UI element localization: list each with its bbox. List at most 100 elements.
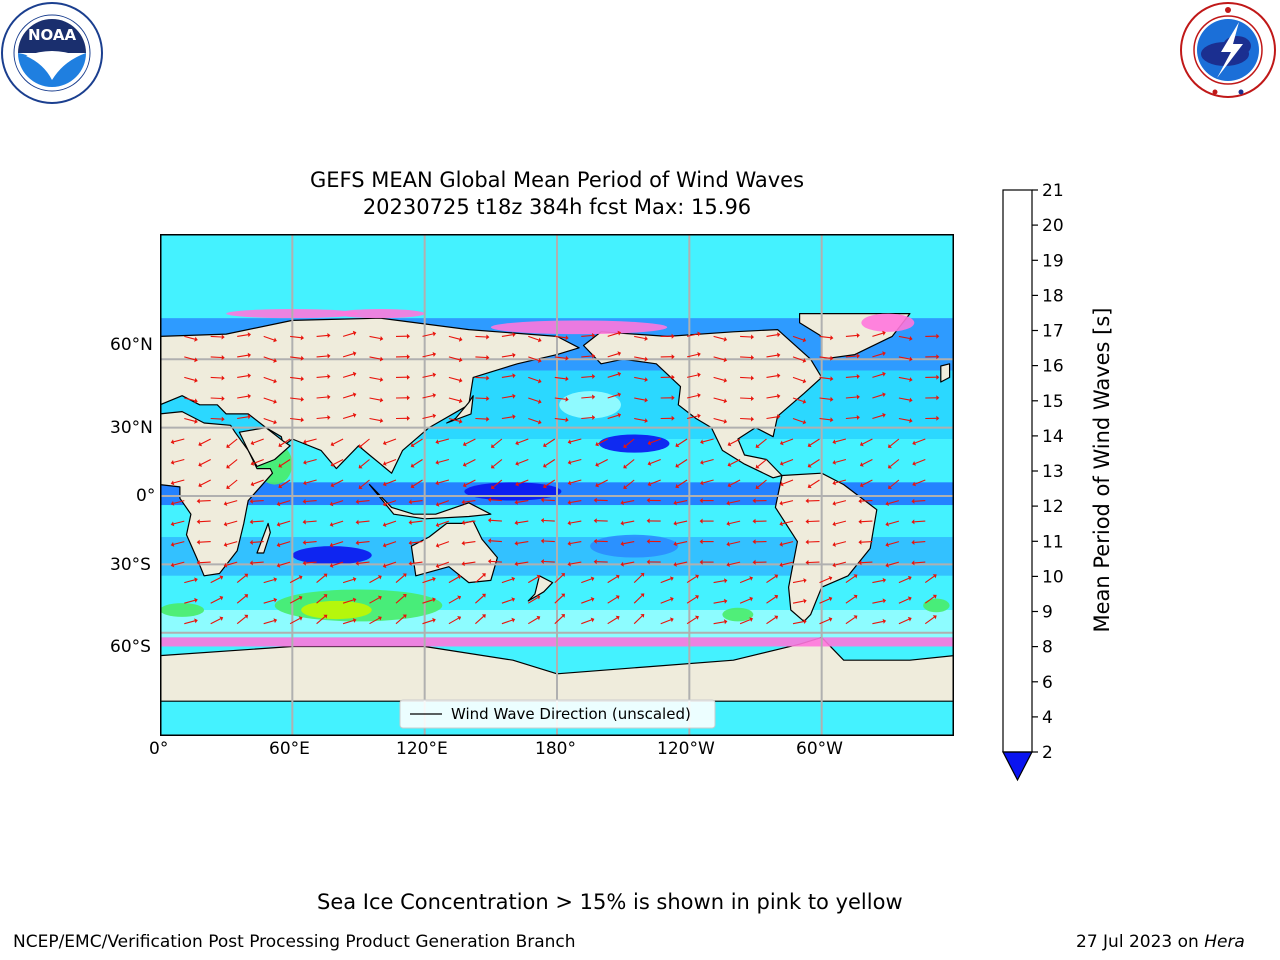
- wave-arrow: [872, 351, 886, 358]
- wave-arrow: [170, 438, 185, 445]
- wave-arrow: [872, 598, 887, 604]
- wave-arrow: [290, 355, 304, 361]
- wave-arrow: [223, 520, 238, 527]
- wave-arrow: [660, 617, 674, 625]
- wave-arrow: [487, 517, 502, 523]
- wave-arrow: [448, 417, 463, 424]
- wave-arrow: [660, 354, 675, 360]
- lon-label-0: 0°: [149, 739, 169, 759]
- wind-wave-arrows: [170, 330, 940, 625]
- wave-arrow: [766, 574, 779, 584]
- wave-arrow: [263, 417, 277, 425]
- wave-arrow: [408, 519, 423, 525]
- wave-arrow: [872, 392, 886, 399]
- wave-arrow: [686, 615, 699, 625]
- wave-arrow: [845, 615, 858, 625]
- wave-arrow: [475, 593, 486, 604]
- wave-arrow: [249, 560, 264, 566]
- wave-arrow: [355, 519, 370, 525]
- wave-arrow: [382, 500, 397, 507]
- lat-label-60n: 60°N: [110, 335, 153, 355]
- colorbar-tick-label: 13: [1042, 462, 1064, 482]
- wave-arrow: [170, 541, 185, 547]
- wave-arrow: [475, 355, 490, 360]
- wave-arrow: [713, 356, 728, 363]
- wave-arrow: [925, 395, 940, 401]
- wave-arrow: [263, 356, 277, 363]
- wave-arrow: [382, 458, 397, 466]
- wave-arrow: [316, 374, 331, 379]
- wave-arrow: [278, 438, 291, 448]
- wave-arrow: [210, 616, 224, 625]
- wave-arrow: [607, 371, 622, 378]
- wave-arrow: [819, 396, 834, 402]
- wave-arrow: [355, 540, 370, 546]
- wave-arrow: [329, 520, 344, 527]
- wave-arrow: [620, 500, 635, 506]
- wave-arrow: [766, 393, 781, 399]
- wave-arrow: [832, 458, 847, 465]
- wave-arrow: [727, 438, 741, 447]
- wave-arrow: [752, 559, 767, 565]
- wave-arrow: [302, 499, 317, 504]
- wave-arrow: [170, 561, 185, 568]
- wave-arrow: [491, 459, 503, 469]
- wave-arrow: [858, 560, 873, 566]
- wave-arrow: [226, 459, 238, 469]
- wave-arrow: [515, 458, 529, 466]
- wave-arrow: [713, 578, 728, 584]
- wave-arrow: [898, 335, 913, 341]
- wave-arrow: [316, 353, 331, 359]
- colorbar-tick-label: 9: [1042, 603, 1053, 623]
- wave-arrow: [184, 356, 198, 363]
- wave-arrow: [726, 500, 741, 506]
- wave-arrow: [487, 558, 502, 564]
- wave-arrow: [607, 330, 622, 337]
- wave-arrow: [699, 518, 714, 524]
- wave-arrow: [766, 615, 779, 625]
- wave-arrow: [395, 594, 407, 604]
- wave-arrow: [263, 577, 278, 584]
- lat-label-30n: 30°N: [110, 418, 153, 438]
- wave-arrow: [435, 479, 450, 486]
- wave-arrow: [832, 500, 847, 506]
- wave-arrow: [395, 415, 410, 421]
- wave-arrow: [448, 356, 463, 363]
- colorbar-frame: [1002, 189, 1033, 753]
- wave-arrow: [543, 479, 556, 489]
- wave-arrow: [462, 459, 476, 467]
- colorbar-tick-label: 15: [1042, 392, 1064, 412]
- wave-arrow: [699, 539, 714, 545]
- wave-arrow: [395, 614, 407, 625]
- wave-arrow: [713, 397, 728, 404]
- wave-arrow: [223, 561, 238, 568]
- wave-arrow: [422, 352, 437, 358]
- wave-arrow: [752, 539, 767, 545]
- wave-arrow: [528, 595, 541, 604]
- wave-arrow: [329, 561, 344, 568]
- wave-arrow: [249, 498, 264, 504]
- wave-arrow: [358, 479, 370, 489]
- wave-arrow: [491, 438, 503, 448]
- wave-arrow: [898, 596, 912, 604]
- wave-arrow: [528, 397, 542, 404]
- wave-arrow: [170, 479, 185, 486]
- wave-arrow: [752, 518, 767, 524]
- wave-arrow: [647, 438, 661, 446]
- wave-arrow: [290, 396, 304, 402]
- wave-arrow: [819, 376, 834, 382]
- wave-arrow: [859, 459, 873, 467]
- wave-arrow: [210, 375, 225, 381]
- wave-arrow: [184, 618, 198, 625]
- wave-arrow: [739, 617, 753, 625]
- wave-arrow: [805, 498, 820, 504]
- wave-arrow: [342, 412, 357, 420]
- wave-arrow: [845, 574, 858, 584]
- wave-arrow: [250, 479, 264, 487]
- wave-arrow: [620, 520, 635, 526]
- wave-arrow: [885, 520, 900, 527]
- wave-arrow: [924, 594, 937, 604]
- wave-arrow: [528, 335, 542, 343]
- wave-arrow: [911, 539, 926, 545]
- wave-arrow: [448, 575, 462, 584]
